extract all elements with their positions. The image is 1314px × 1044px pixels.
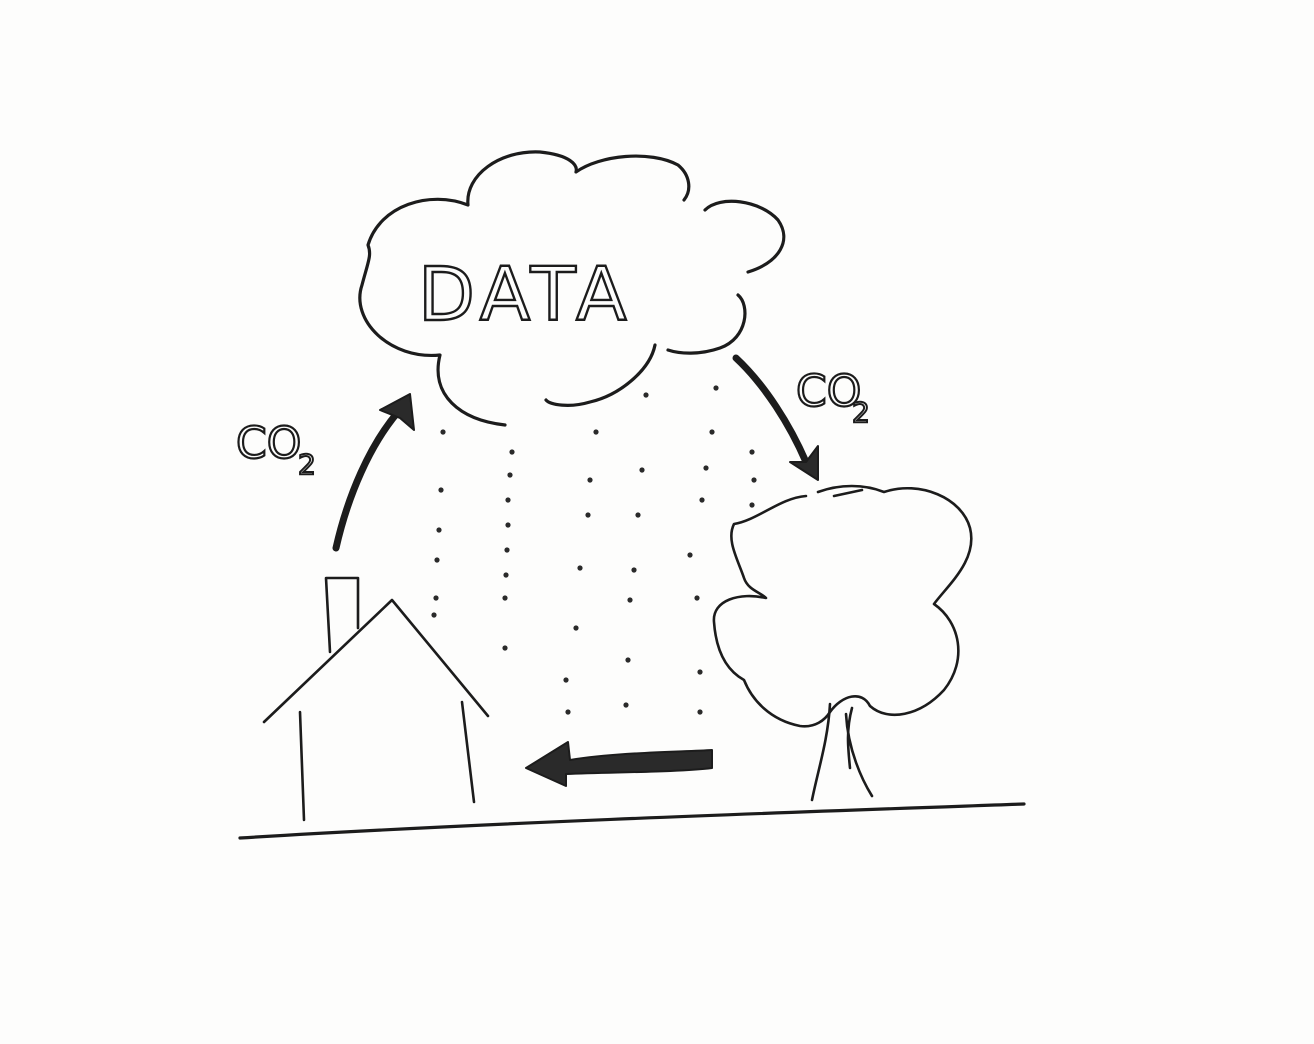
tree-icon [712, 484, 973, 802]
right-co2-label: CO 2 [795, 365, 871, 430]
right-co2-main: CO [796, 366, 861, 417]
arrow-house-to-cloud [332, 393, 415, 552]
ground-line [238, 802, 1026, 840]
arrow-tree-to-house [525, 741, 713, 787]
left-co2-label: CO 2 [235, 417, 317, 482]
left-co2-sub: 2 [298, 448, 316, 481]
rain-icon [431, 385, 757, 715]
cloud-icon [358, 150, 786, 427]
arrow-cloud-to-tree [732, 354, 819, 481]
right-co2-sub: 2 [852, 396, 870, 429]
cloud-label: DATA [418, 252, 633, 338]
house-icon [262, 576, 490, 822]
left-co2-main: CO [236, 418, 301, 469]
